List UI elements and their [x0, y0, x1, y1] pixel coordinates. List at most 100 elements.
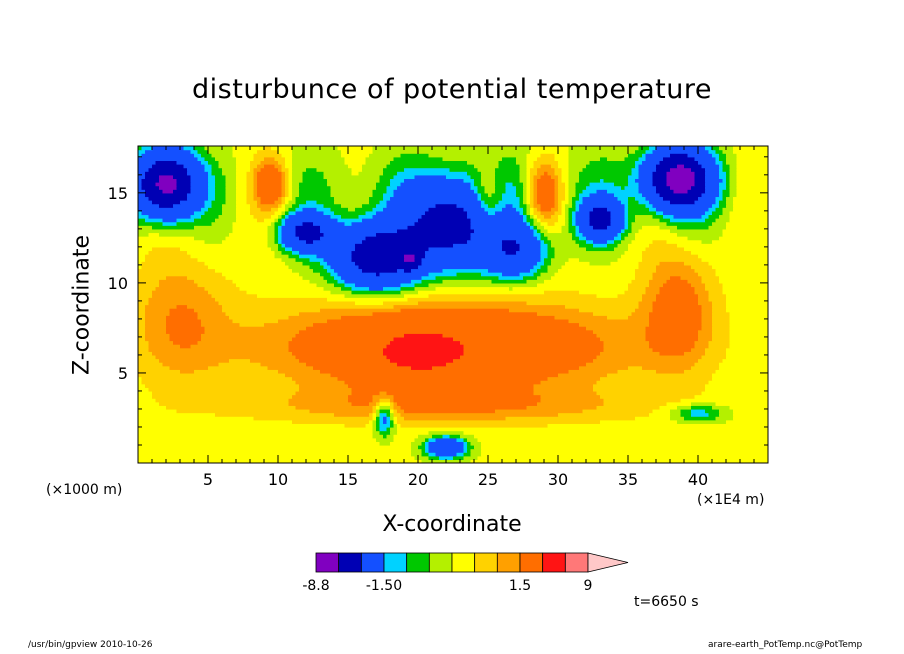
field-cell — [624, 221, 629, 226]
field-cell — [712, 264, 768, 270]
field-cell — [544, 225, 563, 230]
field-cell — [684, 261, 710, 266]
field-cell — [278, 243, 283, 248]
field-cell — [568, 207, 577, 212]
field-cell — [159, 174, 174, 180]
field-cell — [568, 369, 619, 374]
field-cell — [568, 182, 577, 187]
field-cell — [138, 426, 374, 432]
field-cell — [463, 178, 475, 183]
field-cell — [558, 182, 566, 187]
field-cell — [278, 218, 283, 223]
field-cell — [138, 340, 150, 345]
field-cell — [666, 279, 689, 284]
field-cell — [663, 196, 699, 201]
field-cell — [299, 236, 321, 241]
field-cell — [589, 192, 615, 198]
field-cell — [418, 300, 528, 306]
field-cell — [537, 156, 556, 162]
field-cell — [215, 412, 335, 417]
field-cell — [138, 243, 269, 248]
field-cell — [299, 203, 325, 208]
field-cell — [603, 178, 629, 183]
field-cell — [281, 174, 286, 180]
field-cell — [159, 279, 195, 284]
field-cell — [719, 174, 727, 180]
field-cell — [337, 279, 346, 284]
field-cell — [554, 203, 559, 208]
field-cell — [712, 333, 731, 338]
field-cell — [719, 171, 727, 176]
field-cell — [516, 250, 542, 255]
field-cell — [236, 214, 255, 219]
field-cell — [274, 232, 279, 237]
field-cell — [281, 189, 286, 194]
field-cell — [278, 225, 283, 230]
field-cell — [715, 149, 724, 154]
field-cell — [705, 185, 720, 190]
field-cell — [351, 257, 405, 262]
field-cell — [607, 372, 713, 378]
colorbar-swatch — [406, 552, 430, 573]
field-cell — [600, 419, 678, 424]
field-cell — [166, 315, 199, 320]
field-cell — [729, 326, 768, 331]
field-cell — [467, 210, 489, 216]
field-cell — [495, 167, 521, 172]
field-cell — [572, 210, 577, 216]
field-cell — [390, 408, 395, 414]
field-cell — [236, 160, 251, 165]
field-cell — [477, 437, 768, 442]
field-cell — [302, 261, 321, 266]
field-cell — [544, 232, 573, 237]
field-cell — [383, 416, 388, 421]
field-cell — [435, 275, 500, 280]
field-cell — [246, 192, 255, 198]
field-cell — [138, 419, 293, 424]
field-cell — [607, 189, 640, 194]
field-cell — [400, 308, 510, 313]
field-cell — [540, 174, 552, 180]
field-cell — [551, 261, 566, 266]
field-cell — [211, 203, 223, 208]
field-cell — [540, 221, 549, 226]
field-cell — [162, 218, 178, 223]
field-cell — [274, 228, 279, 234]
field-cell — [565, 185, 570, 190]
field-cell — [344, 293, 405, 298]
field-cell — [369, 412, 374, 417]
field-cell — [635, 272, 654, 277]
field-cell — [281, 243, 286, 248]
field-cell — [537, 192, 556, 198]
field-cell — [281, 221, 286, 226]
field-cell — [533, 272, 542, 277]
field-cell — [579, 257, 619, 262]
field-cell — [190, 185, 209, 190]
field-cell — [498, 275, 524, 280]
field-cell — [530, 203, 535, 208]
field-cell — [253, 185, 258, 190]
field-cell — [197, 156, 206, 162]
field-cell — [705, 387, 768, 392]
field-cell — [292, 250, 300, 255]
field-cell — [624, 214, 629, 219]
field-cell — [442, 268, 489, 273]
field-cell — [712, 221, 727, 226]
field-cell — [645, 329, 699, 334]
field-cell — [593, 243, 608, 248]
field-cell — [463, 455, 479, 460]
plot-frame — [137, 145, 769, 464]
field-cell — [148, 347, 290, 352]
field-cell — [369, 153, 402, 158]
field-cell — [428, 430, 465, 435]
field-cell — [236, 200, 248, 205]
field-cell — [152, 290, 209, 295]
field-cell — [292, 394, 349, 399]
field-cell — [477, 167, 496, 172]
field-cell — [236, 185, 248, 190]
field-cell — [701, 311, 713, 316]
field-cell — [208, 365, 269, 370]
field-cell — [705, 218, 717, 223]
field-cell — [726, 308, 768, 313]
field-cell — [726, 174, 731, 180]
